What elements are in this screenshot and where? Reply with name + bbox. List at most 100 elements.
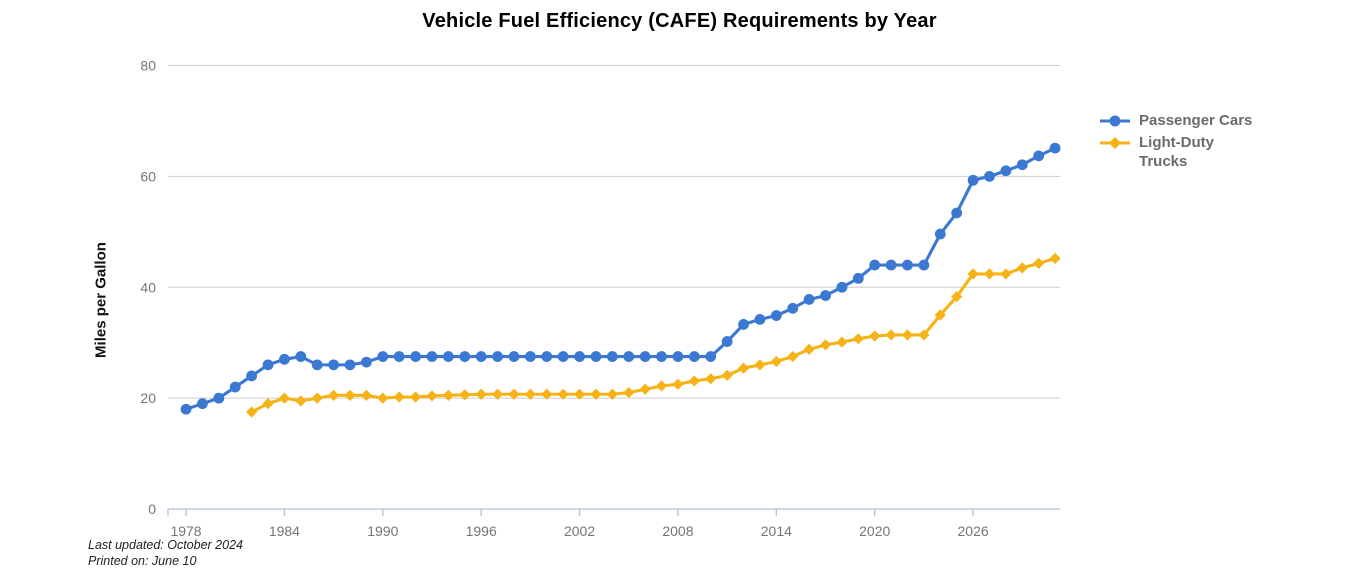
footer-note: Last updated: October 2024 Printed on: J… <box>88 537 243 569</box>
data-point-passenger-cars <box>836 281 848 293</box>
data-point-light-duty-trucks <box>475 388 487 400</box>
data-point-light-duty-trucks <box>983 268 996 280</box>
data-point-light-duty-trucks <box>459 389 471 401</box>
data-point-passenger-cars <box>1049 142 1061 154</box>
last-updated-text: Last updated: October 2024 <box>88 538 243 552</box>
data-point-light-duty-trucks <box>803 343 815 355</box>
data-point-passenger-cars <box>1000 165 1012 177</box>
data-point-light-duty-trucks <box>508 388 520 400</box>
data-point-passenger-cars <box>393 351 405 362</box>
data-point-light-duty-trucks <box>951 291 963 303</box>
data-point-light-duty-trucks <box>1016 262 1028 274</box>
data-point-light-duty-trucks <box>590 388 602 400</box>
data-point-light-duty-trucks <box>655 380 668 392</box>
printed-on-text: Printed on: June 10 <box>88 554 197 568</box>
x-tick-label: 1984 <box>269 523 300 539</box>
data-point-light-duty-trucks <box>639 383 651 395</box>
data-point-passenger-cars <box>459 351 471 362</box>
data-point-light-duty-trucks <box>262 398 274 410</box>
data-point-light-duty-trucks <box>869 330 881 342</box>
data-point-passenger-cars <box>934 228 946 240</box>
data-point-passenger-cars <box>639 351 651 362</box>
x-tick-label: 1996 <box>466 523 497 539</box>
data-point-passenger-cars <box>557 351 569 362</box>
data-point-light-duty-trucks <box>770 355 782 368</box>
data-point-passenger-cars <box>803 294 815 305</box>
data-point-light-duty-trucks <box>967 268 979 280</box>
y-tick-label: 60 <box>140 168 156 184</box>
x-tick-label: 1978 <box>170 523 201 539</box>
data-point-passenger-cars <box>328 359 340 371</box>
data-point-light-duty-trucks <box>787 350 799 363</box>
data-point-light-duty-trucks <box>360 389 373 401</box>
data-point-passenger-cars <box>229 381 241 393</box>
data-point-light-duty-trucks <box>623 386 635 399</box>
light-duty-trucks-marker-icon <box>1100 137 1130 149</box>
data-point-light-duty-trucks <box>934 309 946 321</box>
data-point-passenger-cars <box>246 370 258 382</box>
x-tick-label: 2026 <box>958 523 989 539</box>
data-point-light-duty-trucks <box>377 392 389 404</box>
data-point-light-duty-trucks <box>328 389 340 401</box>
data-point-passenger-cars <box>623 351 635 362</box>
data-point-light-duty-trucks <box>344 389 356 401</box>
data-point-passenger-cars <box>590 351 602 362</box>
data-point-light-duty-trucks <box>705 373 717 385</box>
data-point-passenger-cars <box>656 351 667 362</box>
data-point-passenger-cars <box>426 351 438 362</box>
legend-item-passenger-cars: Passenger Cars <box>1100 111 1265 130</box>
data-point-passenger-cars <box>574 351 585 362</box>
data-point-light-duty-trucks <box>852 333 864 345</box>
data-point-passenger-cars <box>705 351 717 362</box>
legend-label-passenger-cars: Passenger Cars <box>1139 112 1253 129</box>
data-point-passenger-cars <box>410 351 421 362</box>
data-point-passenger-cars <box>967 174 979 186</box>
data-point-passenger-cars <box>754 314 766 325</box>
data-point-passenger-cars <box>738 318 749 330</box>
x-tick-label: 2008 <box>662 523 693 539</box>
data-point-passenger-cars <box>213 392 225 404</box>
data-point-passenger-cars <box>197 398 208 410</box>
data-point-passenger-cars <box>787 302 799 314</box>
data-point-light-duty-trucks <box>393 391 405 403</box>
data-point-passenger-cars <box>672 351 684 362</box>
data-point-light-duty-trucks <box>754 359 766 371</box>
data-point-passenger-cars <box>508 351 520 362</box>
legend-item-light-duty-trucks: Light-Duty Trucks <box>1100 133 1265 171</box>
data-point-passenger-cars <box>492 351 503 362</box>
data-point-light-duty-trucks <box>672 378 684 390</box>
data-point-light-duty-trucks <box>409 391 422 403</box>
data-point-passenger-cars <box>361 356 372 368</box>
data-point-passenger-cars <box>311 359 323 371</box>
data-point-light-duty-trucks <box>573 388 586 400</box>
data-point-passenger-cars <box>918 259 930 271</box>
data-point-passenger-cars <box>770 310 782 321</box>
data-point-passenger-cars <box>1016 159 1028 171</box>
series-line-light-duty-trucks <box>250 256 1057 414</box>
x-tick-label: 1990 <box>367 523 398 539</box>
data-point-light-duty-trucks <box>1049 252 1061 265</box>
data-point-light-duty-trucks <box>836 336 848 348</box>
data-point-passenger-cars <box>442 351 454 362</box>
data-point-light-duty-trucks <box>541 388 553 400</box>
data-point-passenger-cars <box>475 351 487 362</box>
data-point-light-duty-trucks <box>295 395 307 407</box>
data-point-passenger-cars <box>606 351 618 362</box>
data-point-passenger-cars <box>852 272 864 284</box>
data-point-passenger-cars <box>721 336 733 347</box>
data-point-light-duty-trucks <box>918 329 930 341</box>
data-point-light-duty-trucks <box>491 388 504 400</box>
chart-title: Vehicle Fuel Efficiency (CAFE) Requireme… <box>422 10 937 32</box>
data-point-passenger-cars <box>951 207 963 219</box>
data-point-light-duty-trucks <box>442 389 454 401</box>
data-point-passenger-cars <box>869 259 881 271</box>
data-point-passenger-cars <box>262 359 274 371</box>
data-point-passenger-cars <box>820 290 831 301</box>
data-point-light-duty-trucks <box>688 375 700 387</box>
data-point-passenger-cars <box>902 259 913 271</box>
data-point-light-duty-trucks <box>1000 268 1012 280</box>
data-point-passenger-cars <box>180 403 192 415</box>
y-tick-label: 80 <box>140 58 156 74</box>
